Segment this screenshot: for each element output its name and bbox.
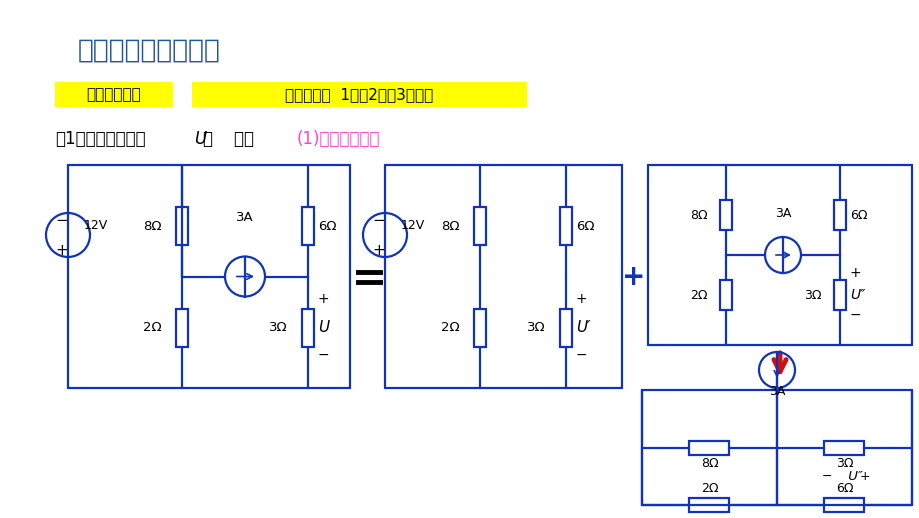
Text: −: − [821,470,831,483]
Text: +: + [575,292,587,306]
Bar [176,309,187,347]
Text: 2Ω: 2Ω [700,482,718,496]
Text: 8Ω: 8Ω [689,209,708,222]
Bar [560,309,572,347]
Text: −: − [575,348,587,362]
Text: U″: U″ [849,288,864,302]
Text: 2Ω: 2Ω [143,321,162,334]
Text: 8Ω: 8Ω [700,457,718,470]
Text: +: + [858,470,868,483]
Text: 8Ω: 8Ω [441,220,460,233]
Text: (1)画出分电路图: (1)画出分电路图 [297,130,380,148]
Text: +: + [621,263,645,291]
Text: −: − [849,308,861,322]
Bar [823,498,864,512]
Bar [834,200,845,230]
Text: −: − [55,212,68,227]
Text: 6Ω: 6Ω [575,220,594,233]
Text: 3Ω: 3Ω [834,457,852,470]
Bar [720,280,732,310]
Text: 6Ω: 6Ω [849,209,867,222]
Bar [823,440,864,454]
Text: （三步走：  1分，2解，3求和）: （三步走： 1分，2解，3求和） [285,87,433,102]
Text: 叠加定理应用: 叠加定理应用 [86,87,142,102]
Text: 8Ω: 8Ω [143,220,162,233]
Text: +: + [318,292,329,306]
Bar [720,200,732,230]
Text: 3A: 3A [768,385,784,398]
Text: 例1：如图电路，求: 例1：如图电路，求 [55,130,145,148]
Text: 12V: 12V [401,219,425,232]
Bar [176,207,187,245]
Text: 一、叠加定理的应用: 一、叠加定理的应用 [78,38,221,64]
Text: 3A: 3A [236,210,254,223]
Text: U″: U″ [844,470,863,483]
Text: U: U [194,130,206,148]
Text: U: U [318,320,329,335]
Bar [688,498,729,512]
Bar [688,440,729,454]
Bar [301,207,313,245]
Text: 3Ω: 3Ω [269,321,288,334]
Bar [834,280,845,310]
Bar [560,207,572,245]
Text: 2Ω: 2Ω [690,289,708,301]
Bar [473,207,485,245]
Text: +: + [55,242,68,257]
Text: 3Ω: 3Ω [527,321,545,334]
Bar [301,309,313,347]
Text: 。    解：: 。 解： [203,130,254,148]
Text: U′: U′ [575,320,590,335]
Text: +: + [372,242,385,257]
Text: 6Ω: 6Ω [834,482,852,496]
FancyBboxPatch shape [192,82,527,107]
Text: −: − [372,212,385,227]
Text: 2Ω: 2Ω [441,321,460,334]
Text: 12V: 12V [84,219,108,232]
Text: 3Ω: 3Ω [803,289,821,301]
Text: 3A: 3A [774,207,790,220]
FancyBboxPatch shape [55,82,173,107]
Bar [473,309,485,347]
Text: 6Ω: 6Ω [318,220,336,233]
Text: +: + [849,266,861,280]
Text: −: − [318,348,329,362]
